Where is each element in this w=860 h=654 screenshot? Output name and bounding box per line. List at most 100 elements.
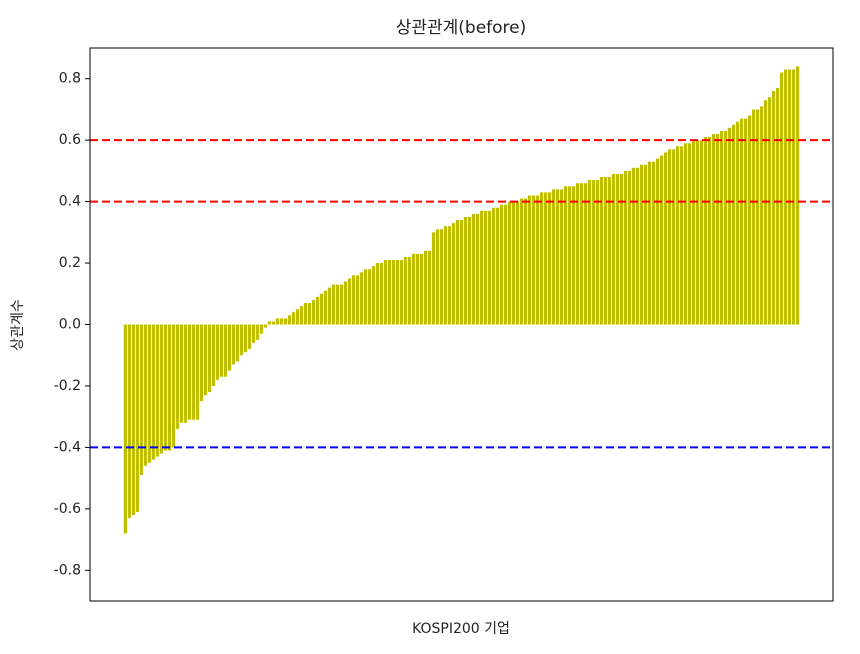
bar: [603, 177, 608, 325]
bar: [291, 312, 296, 325]
bar: [375, 263, 380, 325]
bar: [339, 284, 344, 325]
bar: [203, 324, 208, 396]
bar: [263, 324, 268, 328]
bar: [363, 269, 368, 325]
bar: [167, 324, 171, 451]
bar: [768, 97, 772, 325]
bar: [607, 177, 612, 325]
bar: [139, 324, 143, 476]
bar: [784, 69, 788, 325]
bar: [351, 275, 356, 325]
bar: [647, 161, 652, 325]
bar: [611, 173, 616, 325]
bar: [732, 124, 736, 325]
y-tick-label: 0.6: [59, 132, 81, 148]
bar: [223, 324, 228, 377]
bar: [199, 324, 204, 402]
bar: [687, 143, 692, 325]
y-tick-label: 0.8: [59, 71, 81, 87]
bar: [443, 226, 448, 325]
bar: [427, 250, 432, 325]
bar: [748, 115, 752, 325]
bar: [719, 130, 724, 325]
bar: [379, 263, 384, 325]
bar: [195, 324, 200, 420]
plot-area: [90, 66, 833, 534]
bar: [315, 296, 320, 325]
bar: [243, 324, 248, 353]
bar: [571, 186, 576, 325]
bar: [595, 180, 600, 325]
bar: [503, 204, 508, 325]
bar: [215, 324, 220, 380]
bar: [519, 198, 524, 325]
bar: [131, 324, 135, 515]
bar: [563, 186, 568, 325]
bar: [459, 220, 464, 325]
bar: [559, 189, 564, 325]
y-tick-label: -0.6: [54, 501, 81, 517]
bar: [728, 127, 732, 325]
bar: [627, 170, 632, 325]
bar: [543, 192, 548, 325]
bar: [715, 134, 720, 325]
bar: [447, 226, 452, 325]
bar: [283, 318, 288, 325]
bar: [703, 137, 708, 325]
bar: [191, 324, 195, 420]
bar: [371, 266, 376, 325]
bar: [475, 213, 480, 325]
bar: [143, 324, 147, 466]
bar: [151, 324, 155, 460]
bar: [279, 318, 284, 325]
bar: [343, 281, 348, 325]
bar: [123, 324, 127, 534]
bar: [227, 324, 232, 371]
bar: [287, 315, 292, 325]
bar: [307, 302, 312, 325]
bar: [311, 299, 316, 325]
bar: [471, 213, 476, 325]
bar: [179, 324, 183, 423]
bar: [183, 324, 187, 423]
bar: [367, 269, 372, 325]
bar: [163, 324, 167, 451]
bar: [259, 324, 264, 334]
bar: [127, 324, 131, 519]
bar: [323, 290, 328, 325]
bar: [587, 180, 592, 325]
bar: [431, 232, 436, 325]
bar: [211, 324, 216, 386]
bar: [247, 324, 252, 350]
bar: [483, 210, 488, 325]
bar: [599, 177, 604, 325]
y-axis-label: 상관계수: [10, 299, 26, 351]
bar: [499, 204, 504, 325]
bar: [335, 284, 340, 325]
bar: [591, 180, 596, 325]
bar: [756, 109, 760, 325]
bar: [423, 250, 428, 325]
y-tick-label: -0.4: [54, 439, 81, 455]
chart-title: 상관관계(before): [396, 18, 527, 38]
bar: [171, 324, 175, 448]
bar: [275, 318, 280, 325]
bar: [407, 256, 412, 325]
bar: [271, 321, 276, 325]
bar: [744, 118, 748, 325]
bar: [583, 183, 588, 325]
bar: [255, 324, 260, 340]
y-tick-label: -0.8: [54, 562, 81, 578]
bar: [547, 192, 552, 325]
bar: [635, 167, 640, 325]
bar: [683, 143, 688, 325]
bar: [780, 72, 784, 325]
bar: [551, 189, 556, 325]
bar: [579, 183, 584, 325]
bar: [643, 164, 648, 325]
bar: [491, 207, 496, 325]
x-axis-label: KOSPI200 기업: [412, 621, 510, 637]
bar: [399, 259, 404, 325]
